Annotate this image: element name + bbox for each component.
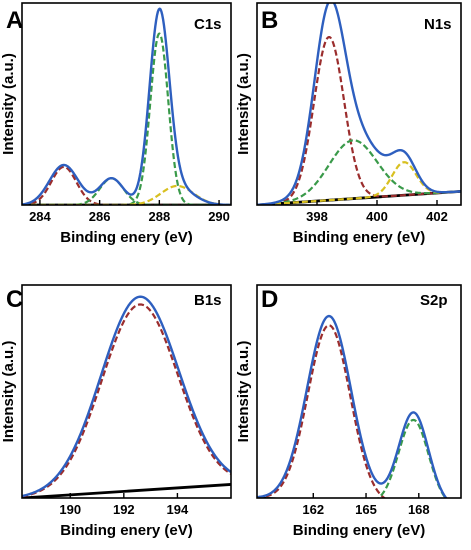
panel-title: N1s bbox=[424, 16, 452, 33]
plot-area bbox=[257, 3, 461, 205]
axes-frame bbox=[256, 284, 462, 499]
x-tick-label: 192 bbox=[113, 502, 135, 517]
y-axis-label: Intensity (a.u.) bbox=[0, 341, 17, 443]
x-axis-label: Binding enery (eV) bbox=[293, 229, 426, 246]
panel-title: S2p bbox=[420, 292, 448, 309]
panel-letter: B bbox=[261, 7, 278, 34]
x-tick-label: 284 bbox=[29, 209, 51, 224]
component-curve bbox=[22, 165, 231, 205]
panel-title: B1s bbox=[194, 292, 222, 309]
component-curve bbox=[22, 32, 231, 205]
component-curve bbox=[257, 139, 461, 205]
x-tick-label: 165 bbox=[355, 502, 377, 517]
component-curve bbox=[22, 303, 231, 498]
x-tick-label: 168 bbox=[408, 502, 430, 517]
component-curve bbox=[257, 35, 461, 205]
x-tick-label: 286 bbox=[89, 209, 111, 224]
axes-frame bbox=[21, 2, 232, 206]
envelope-curve bbox=[22, 295, 231, 498]
component-curve bbox=[257, 324, 387, 498]
y-axis-label: Intensity (a.u.) bbox=[235, 341, 252, 443]
plot-area bbox=[257, 314, 448, 498]
x-tick-label: 288 bbox=[148, 209, 170, 224]
envelope-curve bbox=[257, 3, 461, 205]
x-tick-label: 190 bbox=[59, 502, 81, 517]
x-tick-label: 400 bbox=[366, 209, 388, 224]
x-axis-label: Binding enery (eV) bbox=[60, 229, 193, 246]
x-tick-label: 162 bbox=[302, 502, 324, 517]
axes-frame bbox=[21, 284, 232, 499]
panel-letter: C bbox=[6, 286, 23, 313]
y-axis-label: Intensity (a.u.) bbox=[0, 53, 17, 155]
panel-d: 162 165 168 Binding enery (eV) Intensity (a.… bbox=[235, 284, 462, 539]
x-axis-label: Binding enery (eV) bbox=[60, 522, 193, 539]
x-axis-label: Binding enery (eV) bbox=[293, 522, 426, 539]
plot-area bbox=[22, 295, 231, 498]
y-axis-label: Intensity (a.u.) bbox=[235, 53, 252, 155]
x-tick-label: 402 bbox=[426, 209, 448, 224]
envelope-curve bbox=[257, 314, 448, 498]
panel-c: 190 192 194 Binding enery (eV) Intensity (a.… bbox=[0, 284, 232, 539]
x-tick-label: 290 bbox=[208, 209, 230, 224]
panel-title: C1s bbox=[194, 16, 222, 33]
panel-letter: D bbox=[261, 286, 278, 313]
panel-a: 284 286 288 290 Binding enery (eV) Intensity … bbox=[0, 2, 232, 246]
x-tick-label: 398 bbox=[306, 209, 328, 224]
plot-area bbox=[22, 7, 231, 205]
envelope-curve bbox=[22, 7, 231, 205]
panel-letter: A bbox=[6, 7, 23, 34]
component-curve bbox=[22, 184, 231, 205]
axes-frame bbox=[256, 2, 462, 206]
x-tick-label: 194 bbox=[167, 502, 189, 517]
background-line bbox=[22, 483, 231, 498]
